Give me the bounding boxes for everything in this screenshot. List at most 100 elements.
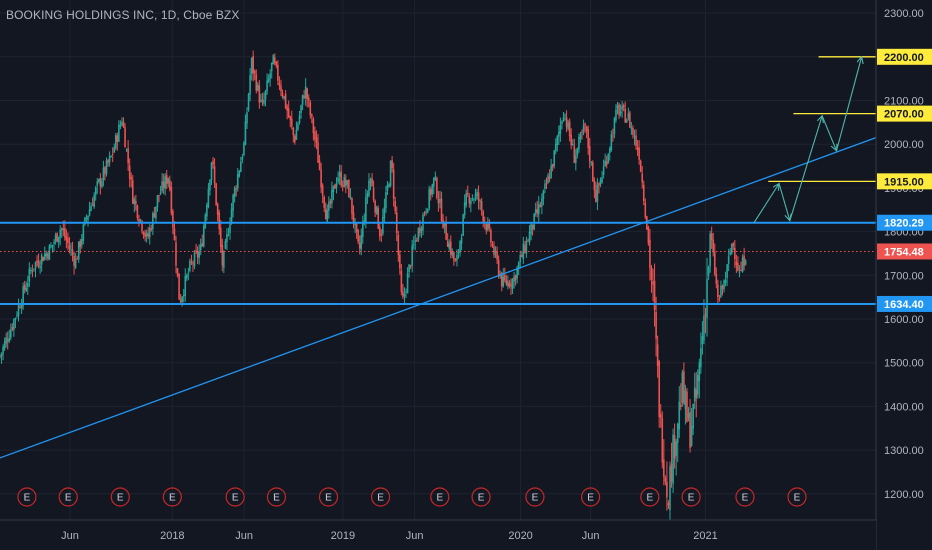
candle-body <box>462 214 464 236</box>
candle-body <box>672 434 674 484</box>
earnings-marker <box>580 487 601 507</box>
candle-body <box>263 99 265 104</box>
projection-arrow <box>789 116 822 221</box>
candle-body <box>573 146 576 163</box>
candle-body <box>30 269 32 271</box>
candle-body <box>667 503 670 506</box>
candle-body <box>307 97 310 101</box>
candle-body <box>548 176 551 179</box>
candle-body <box>554 143 557 151</box>
price-axis[interactable]: 1200.00 1300.00 1400.00 1500.00 1600.00 1700.… <box>875 0 932 550</box>
candle-body <box>366 193 369 197</box>
candle-body <box>221 245 224 266</box>
candle-body <box>709 233 711 267</box>
candle-body <box>187 272 190 274</box>
candle-body <box>209 179 211 191</box>
candle-body <box>190 261 193 263</box>
candle-body <box>289 116 292 120</box>
time-tick-label: 2020 <box>508 530 532 542</box>
price-level-tag-label: 1820.29 <box>884 218 924 230</box>
candle-body <box>219 227 222 247</box>
candle-body <box>232 194 234 211</box>
candle-body <box>386 185 389 191</box>
price-level-tag <box>877 295 932 312</box>
candle-body <box>692 403 694 429</box>
candle-body <box>505 279 508 285</box>
candle-body <box>394 200 397 212</box>
candle-body <box>101 180 103 187</box>
candle-body <box>689 412 691 448</box>
candle-body <box>436 177 438 199</box>
candle-body <box>317 142 319 163</box>
candle-body <box>216 204 219 215</box>
candle-body <box>632 128 634 135</box>
candle-body <box>391 160 393 169</box>
candle-body <box>417 228 420 240</box>
candle-body <box>298 115 301 124</box>
candle-body <box>545 183 548 185</box>
candle-body <box>119 124 122 127</box>
candle-body <box>704 313 707 315</box>
candle-body <box>338 172 341 177</box>
candle-body <box>73 255 75 266</box>
candle-body <box>647 226 650 244</box>
candle-body <box>138 219 140 223</box>
candle-body <box>141 221 143 232</box>
candle-body <box>520 255 523 258</box>
candle-body <box>639 160 642 172</box>
candle-body <box>655 312 657 339</box>
candle-body <box>400 270 403 292</box>
candle-body <box>175 242 177 266</box>
earnings-marker <box>162 487 182 507</box>
candle-body <box>346 180 349 185</box>
price-tick-label: 1600.00 <box>884 314 924 326</box>
candle-body <box>578 136 580 150</box>
candle-body <box>147 233 150 237</box>
candle-body <box>295 129 298 140</box>
candle-body <box>392 169 395 199</box>
candle-body <box>443 221 446 227</box>
candle-body <box>301 94 304 105</box>
candle-body <box>556 135 559 145</box>
candle-body <box>164 176 166 189</box>
candle-body <box>536 209 539 213</box>
candle-body <box>510 284 512 287</box>
candle-body <box>416 239 418 242</box>
candle-body <box>680 404 682 407</box>
candle-body <box>113 147 116 153</box>
candle-body <box>264 90 267 100</box>
candle-body <box>653 280 656 310</box>
candle-body <box>502 276 505 287</box>
candle-body <box>425 211 427 213</box>
candle-body <box>98 179 100 182</box>
candle-body <box>349 196 352 199</box>
candle-body <box>378 226 381 237</box>
candle-body <box>144 233 146 237</box>
earnings-marker-label: E <box>688 493 695 504</box>
candle-body <box>335 183 338 188</box>
earnings-marker <box>318 487 339 507</box>
candle-body <box>661 417 664 463</box>
earnings-marker-label: E <box>587 493 594 504</box>
candle-body <box>358 243 361 249</box>
candle-body <box>570 135 572 146</box>
candle-body <box>202 226 205 247</box>
candle-body <box>473 199 475 201</box>
earnings-marker-label: E <box>232 493 239 504</box>
candle-body <box>57 236 60 243</box>
price-level-tag <box>877 243 932 260</box>
candle-body <box>266 80 268 92</box>
candle-body <box>142 231 145 236</box>
candle-body <box>701 336 704 345</box>
candle-body <box>525 240 528 254</box>
time-axis[interactable]: Jun 2018 Jun 2019 Jun 2020 Jun 2021 <box>0 519 876 550</box>
candle-body <box>108 155 111 163</box>
candle-body <box>644 202 647 218</box>
earnings-marker-label: E <box>24 493 31 504</box>
candle-body <box>445 223 447 240</box>
candle-body <box>470 200 472 205</box>
candle-body <box>585 126 588 131</box>
earnings-marker <box>681 487 701 507</box>
candle-body <box>513 276 515 282</box>
